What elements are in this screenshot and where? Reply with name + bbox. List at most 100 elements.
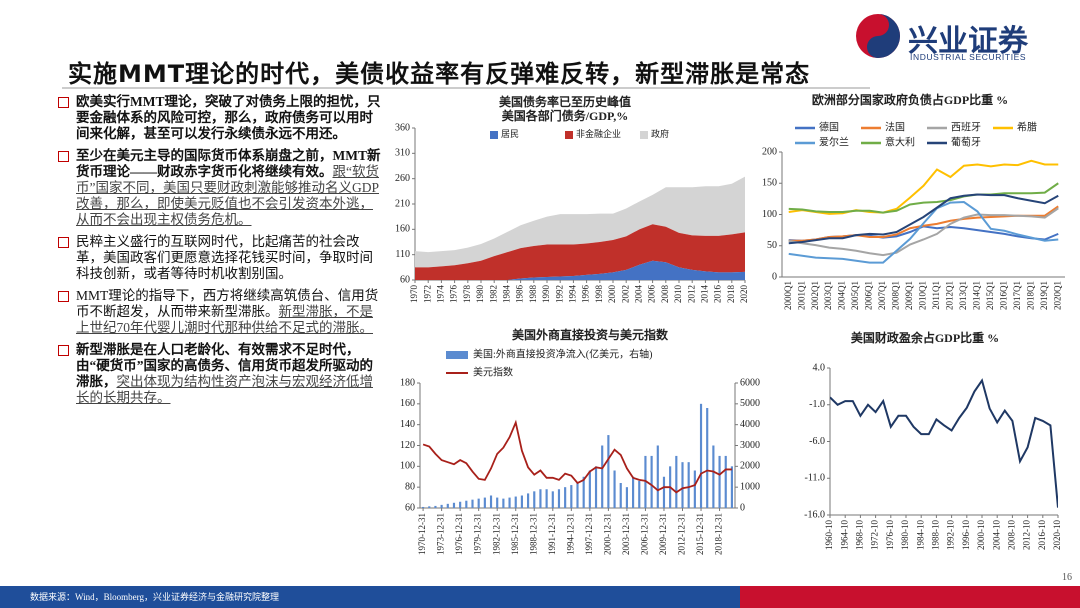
bar [452, 502, 456, 508]
bullet-text: 欧美实行MMT理论，突破了对债务上限的担忧，只要金融体系的风险可控，那么，政府债… [76, 94, 381, 141]
x-tick-label: 1988-10 [930, 520, 940, 550]
x-tick-label: 1976-12-31 [454, 513, 464, 555]
x-tick-label: 1980 [475, 285, 485, 304]
x-tick-label: 2008Q1 [891, 281, 901, 310]
bar [514, 496, 517, 508]
chart-subtitle: 美国各部门债务/GDP,% [502, 108, 629, 123]
line [788, 200, 1059, 264]
x-tick-label: 2012-10 [1022, 520, 1032, 550]
bar [502, 498, 505, 508]
x-tick-label: 1982 [488, 285, 498, 303]
bullet-text: 至少在美元主导的国际货币体系崩盘之前，MMT新货币理论——财政赤字货币化将继续有… [76, 148, 381, 179]
bar [619, 483, 622, 508]
x-tick-label: 1984-10 [915, 520, 925, 550]
bullet-text: 新型滞胀，不是上世纪70年代婴儿潮时代那种供给不足式的滞胀。 [76, 304, 373, 335]
x-tick-label: 2000-12-31 [602, 513, 612, 555]
chart-title: 美国外商直接投资与美元指数 [512, 327, 669, 342]
bar [730, 466, 733, 508]
y2-tick-label: 0 [740, 502, 745, 513]
y-tick-label: -16.0 [804, 509, 825, 520]
bar [471, 499, 474, 508]
x-tick-label: 1991-12-31 [547, 513, 557, 555]
y2-tick-label: 6000 [740, 377, 760, 388]
bar [570, 485, 573, 508]
legend-swatch [490, 131, 498, 139]
plot [830, 378, 1058, 508]
area [507, 260, 745, 280]
x-tick-label: 2000Q1 [783, 281, 793, 310]
bar [459, 501, 462, 508]
y-tick-label: 60 [400, 274, 410, 285]
legend-label: 美国:外商直接投资净流入(亿美元，右轴) [473, 347, 652, 360]
y-tick-label: -6.0 [809, 436, 825, 447]
bar [557, 489, 561, 508]
x-tick-label: 2020-10 [1052, 520, 1062, 550]
y2-tick-label: 3000 [740, 440, 760, 451]
line [788, 182, 1059, 214]
legend-swatch [565, 131, 573, 139]
bar [428, 506, 431, 508]
bar [545, 489, 548, 508]
x-tick-label: 2014Q1 [971, 281, 981, 310]
y-tick-label: 0 [772, 271, 777, 282]
bullet-text: 跟“软货币”国家不同，美国只要财政刺激能够推动名义GDP改善，那么，即使美元贬值… [76, 164, 379, 227]
line [830, 378, 1058, 508]
line [788, 193, 1059, 245]
legend-swatch [640, 131, 648, 139]
x-tick-label: 1976 [449, 285, 459, 304]
legend-label: 法国 [885, 120, 905, 133]
y2-tick-label: 2000 [740, 461, 760, 472]
bar [675, 455, 678, 508]
x-tick-label: 1994-12-31 [565, 513, 575, 555]
area [415, 224, 745, 280]
x-tick-label: 2010 [673, 285, 683, 304]
x-tick-label: 2008-10 [1006, 520, 1016, 550]
bar [496, 497, 499, 508]
x-tick-label: 2003-12-31 [621, 513, 631, 555]
logo-subtext: INDUSTRIAL SECURITIES [910, 52, 1027, 62]
x-tick-label: 2016 [713, 285, 723, 304]
bar [576, 483, 579, 508]
x-tick-label: 1986 [515, 285, 525, 304]
bar [594, 466, 598, 508]
bullet: MMT理论的指导下，西方将继续高筑债台、信用货币不断超发，从而带来新型滞胀。新型… [56, 288, 382, 336]
legend-label: 西班牙 [951, 121, 981, 133]
legend-swatch [446, 351, 468, 359]
x-tick-label: 2016Q1 [998, 281, 1008, 310]
x-tick-label: 2000-10 [976, 520, 986, 550]
x-tick-label: 1990 [541, 285, 551, 304]
x-tick-label: 1974 [435, 285, 445, 304]
bar [681, 462, 684, 508]
y2-tick-label: 1000 [740, 481, 760, 492]
y-tick-label: 100 [400, 461, 415, 472]
x-tick-label: 1960-10 [824, 520, 834, 550]
logo-mark-part [867, 14, 900, 58]
x-tick-label: 2018-12-31 [714, 513, 724, 555]
y-tick-label: 50 [767, 240, 777, 251]
x-tick-label: 2005Q1 [850, 281, 860, 310]
y-tick-label: 100 [762, 209, 777, 220]
x-tick-label: 1994 [567, 285, 577, 304]
bar [483, 497, 486, 508]
y-tick-label: 140 [400, 419, 415, 430]
x-tick-label: 1970 [409, 285, 419, 304]
bar [699, 403, 703, 508]
y2-tick-label: 4000 [740, 419, 760, 430]
x-tick-label: 1984 [501, 285, 511, 304]
x-tick-label: 2008 [660, 285, 670, 304]
x-tick-label: 1972-10 [870, 520, 880, 550]
bar [706, 408, 709, 508]
y-tick-label: 200 [762, 146, 777, 157]
bullet-list: 欧美实行MMT理论，突破了对债务上限的担忧，只要金融体系的风险可控，那么，政府债… [56, 94, 382, 412]
y-tick-label: 210 [395, 198, 410, 209]
x-tick-label: 2015Q1 [985, 281, 995, 310]
bullet: 至少在美元主导的国际货币体系崩盘之前，MMT新货币理论——财政赤字货币化将继续有… [56, 148, 382, 228]
x-tick-label: 2004Q1 [837, 281, 847, 310]
x-tick-label: 1997-12-31 [584, 513, 594, 555]
x-tick-label: 2006 [647, 285, 657, 304]
plot [415, 176, 745, 280]
x-tick-label: 1973-12-31 [436, 513, 446, 555]
x-tick-label: 2012Q1 [945, 281, 955, 310]
x-tick-label: 1980-10 [900, 520, 910, 550]
x-tick-label: 2019Q1 [1039, 281, 1049, 310]
